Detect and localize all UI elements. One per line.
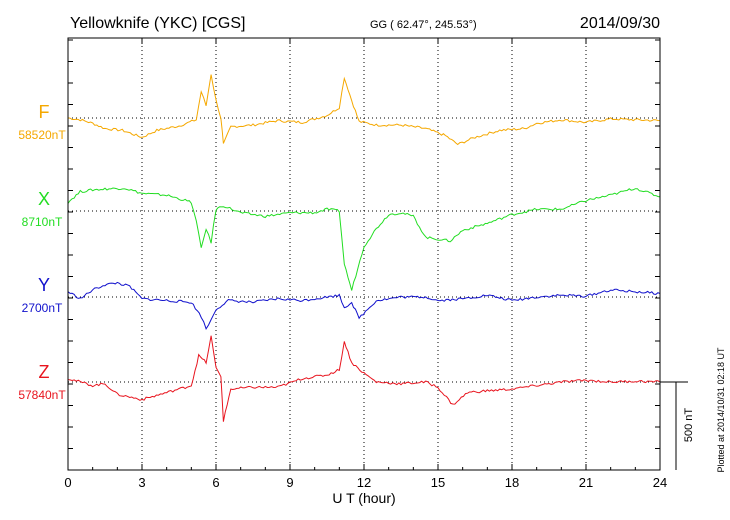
scale-bar: 500 nT [660,381,695,470]
date-label: 2014/09/30 [580,15,660,32]
x-tick-label: 3 [138,475,145,490]
series-line-Z [67,335,661,422]
x-tick-label: 12 [357,475,371,490]
x-tick-label: 21 [579,475,593,490]
x-tick-label: 18 [505,475,519,490]
series-baseline-Y: 2700nT [22,301,63,315]
series-baseline-X: 8710nT [22,215,63,229]
series-name-Y: Y [38,275,50,295]
series-baseline-Z: 57840nT [18,388,66,402]
x-tick-label: 15 [431,475,445,490]
scale-bar-label: 500 nT [683,408,695,443]
series-labels: F 58520nT X 8710nT Y 2700nT Z 57840nT [18,102,66,402]
x-tick-label: 9 [286,475,293,490]
series-name-Z: Z [39,362,50,382]
series-layer [67,74,661,422]
series-line-Y [67,281,661,330]
x-axis-label: U T (hour) [332,490,395,506]
series-line-X [67,187,661,291]
x-axis: 0 3 6 9 12 15 18 21 24 [64,38,667,490]
station-title: Yellowknife (YKC) [CGS] [70,15,245,32]
series-name-F: F [39,102,50,122]
series-name-X: X [38,189,50,209]
x-tick-label: 0 [64,475,71,490]
x-tick-label: 24 [653,475,667,490]
series-baseline-F: 58520nT [18,128,66,142]
series-line-F [67,74,661,146]
plotted-timestamp: Plotted at 2014/10/31 02:18 UT [716,347,726,473]
grid [68,38,660,470]
coordinate-label: GG ( 62.47°, 245.53°) [370,19,477,31]
x-tick-label: 6 [212,475,219,490]
